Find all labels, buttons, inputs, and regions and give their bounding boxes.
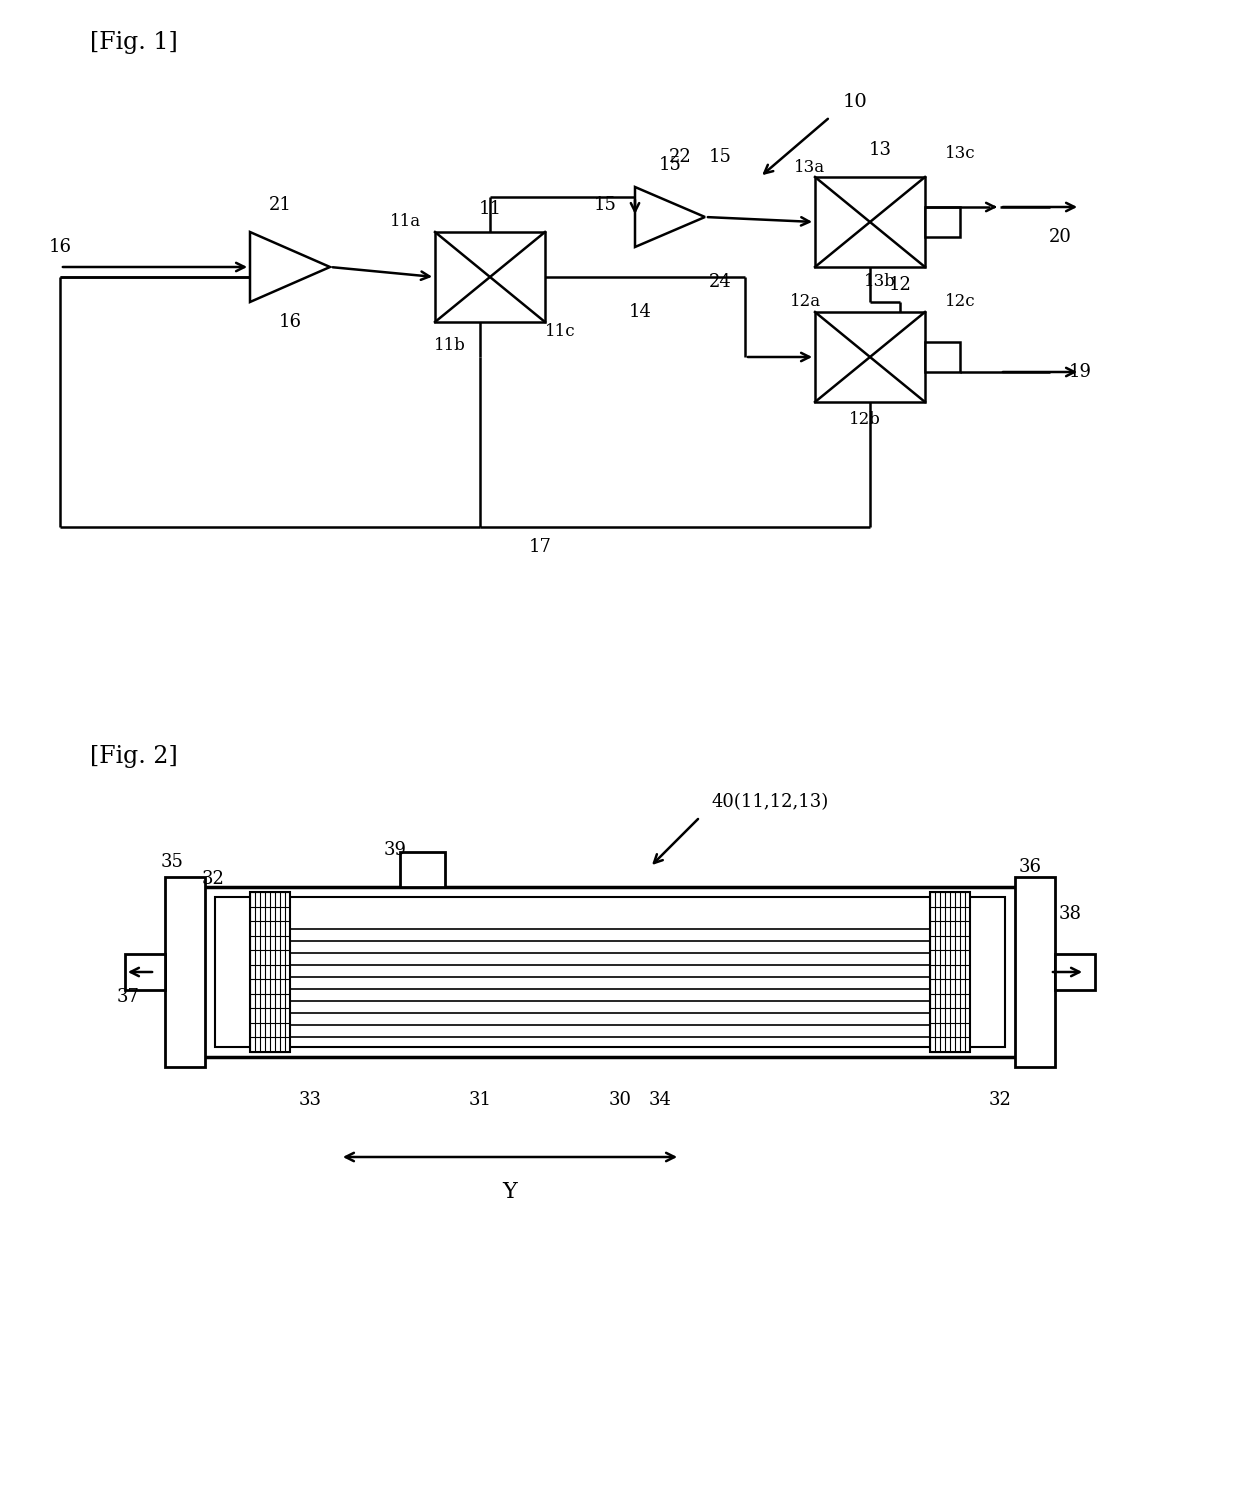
- Text: 11a: 11a: [389, 214, 420, 230]
- Text: 37: 37: [117, 987, 139, 1007]
- Bar: [925, 342, 960, 372]
- Polygon shape: [250, 232, 330, 302]
- Text: 17: 17: [528, 538, 552, 556]
- Bar: [250, 892, 290, 1051]
- Text: 38: 38: [1059, 906, 1081, 923]
- Text: 11c: 11c: [544, 324, 575, 341]
- Text: 12a: 12a: [790, 293, 821, 311]
- Text: 16: 16: [279, 312, 301, 332]
- Text: 13: 13: [868, 141, 892, 159]
- Text: 40(11,12,13): 40(11,12,13): [712, 793, 828, 810]
- Text: 30: 30: [609, 1091, 631, 1109]
- Bar: [930, 892, 970, 1051]
- Bar: [401, 852, 445, 888]
- Text: 36: 36: [1018, 858, 1042, 876]
- Bar: [815, 177, 925, 268]
- Text: 32: 32: [202, 870, 224, 888]
- Text: 33: 33: [299, 1091, 321, 1109]
- Text: 15: 15: [708, 149, 732, 167]
- Bar: [435, 232, 546, 323]
- Bar: [1055, 955, 1095, 990]
- Bar: [1016, 877, 1055, 1068]
- Text: 34: 34: [649, 1091, 671, 1109]
- Text: 20: 20: [1049, 228, 1071, 245]
- Bar: [200, 888, 1021, 1057]
- Text: [Fig. 1]: [Fig. 1]: [91, 31, 177, 54]
- Text: 12c: 12c: [945, 293, 976, 311]
- Text: 35: 35: [160, 854, 184, 871]
- Text: 10: 10: [843, 94, 867, 112]
- Text: 15: 15: [658, 156, 682, 174]
- Text: 14: 14: [629, 303, 651, 321]
- Text: 13b: 13b: [864, 274, 897, 290]
- Text: [Fig. 2]: [Fig. 2]: [91, 745, 177, 769]
- Bar: [165, 877, 205, 1068]
- Bar: [215, 897, 1004, 1047]
- Polygon shape: [635, 187, 706, 247]
- Text: 22: 22: [668, 149, 692, 167]
- Text: 31: 31: [469, 1091, 491, 1109]
- Bar: [925, 207, 960, 236]
- Text: 13a: 13a: [795, 159, 826, 175]
- Text: 19: 19: [1069, 363, 1091, 381]
- Text: 16: 16: [48, 238, 72, 256]
- Text: 13c: 13c: [945, 146, 976, 162]
- Text: 12: 12: [889, 277, 911, 294]
- Text: 21: 21: [269, 196, 291, 214]
- Text: 39: 39: [383, 842, 407, 859]
- Text: 24: 24: [708, 274, 732, 291]
- Text: Y: Y: [502, 1181, 517, 1203]
- Text: 12b: 12b: [849, 410, 880, 427]
- Bar: [125, 955, 165, 990]
- Text: 11: 11: [479, 199, 501, 219]
- Text: 11b: 11b: [434, 336, 466, 354]
- Bar: [815, 312, 925, 401]
- Text: 15: 15: [594, 196, 616, 214]
- Text: 32: 32: [988, 1091, 1012, 1109]
